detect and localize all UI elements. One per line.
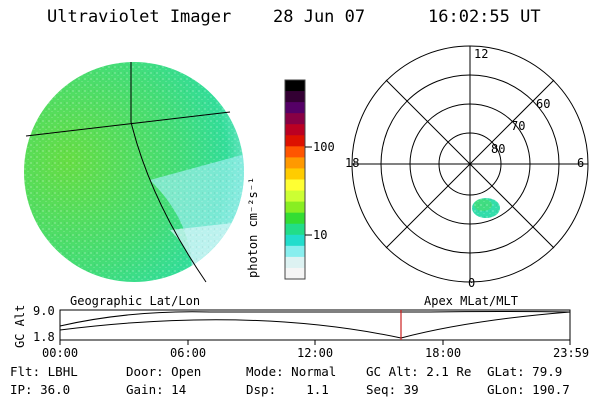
colorbar-stripe — [285, 212, 305, 225]
left-projection-label: Geographic Lat/Lon — [70, 294, 201, 308]
colorbar-stripe — [285, 267, 305, 280]
colorbar-stripe — [285, 80, 305, 92]
colorbar-tick-100: 100 — [313, 140, 335, 154]
colorbar-stripe — [285, 124, 305, 136]
colorbar-stripe — [285, 223, 305, 236]
xtick-1200: 12:00 — [297, 346, 334, 360]
status-seq: Seq: 39 — [366, 382, 419, 397]
xtick-0600: 06:00 — [170, 346, 207, 360]
status-glat: GLat: 79.9 — [487, 364, 563, 379]
right-projection-label: Apex MLat/MLT — [424, 294, 518, 308]
colorbar-stripe — [285, 102, 305, 114]
xtick-2359: 23:59 — [553, 346, 590, 360]
mlt-label-0: 0 — [468, 276, 476, 290]
status-gain: Gain: 14 — [126, 382, 187, 397]
xtick-1800: 18:00 — [425, 346, 462, 360]
polar-mlt-plot — [351, 45, 589, 283]
altitude-ylabel: GC Alt — [13, 304, 27, 348]
time-label: 16:02:55 UT — [428, 7, 541, 27]
colorbar-stripe — [285, 245, 305, 258]
colorbar-stripe — [285, 179, 305, 192]
altitude-ytick-1-8: 1.8 — [33, 330, 55, 344]
aurora-spot — [472, 198, 500, 218]
colorbar-stripe — [285, 135, 305, 147]
colorbar-tick-10: 10 — [313, 228, 328, 242]
colorbar-stripe — [285, 201, 305, 214]
colorbar-stripe — [285, 190, 305, 203]
status-filter: Flt: LBHL — [10, 364, 78, 379]
date-label: 28 Jun 07 — [273, 7, 366, 27]
colorbar — [285, 80, 305, 280]
status-mode: Mode: Normal — [246, 364, 337, 379]
lat-label-70: 70 — [511, 119, 526, 133]
status-glon: GLon: 190.7 — [487, 382, 570, 397]
status-gc-alt: GC Alt: 2.1 Re — [366, 364, 472, 379]
lat-label-80: 80 — [491, 142, 506, 156]
altitude-ytick-9: 9.0 — [33, 304, 55, 318]
colorbar-stripe — [285, 157, 305, 170]
status-ip: IP: 36.0 — [10, 382, 71, 397]
colorbar-stripe — [285, 168, 305, 181]
altitude-plot — [59, 309, 571, 345]
mlt-label-6: 6 — [577, 156, 585, 170]
mlt-label-12: 12 — [474, 47, 489, 61]
status-door: Door: Open — [126, 364, 202, 379]
colorbar-stripe — [285, 234, 305, 247]
status-dsp: Dsp: 1.1 — [246, 382, 329, 397]
colorbar-stripe — [285, 256, 305, 269]
colorbar-stripe — [285, 91, 305, 103]
colorbar-stripe — [285, 146, 305, 158]
instrument-title: Ultraviolet Imager — [47, 7, 232, 27]
colorbar-label: photon cm⁻²s⁻¹ — [246, 176, 260, 278]
xtick-0000: 00:00 — [42, 346, 79, 360]
colorbar-stripe — [285, 113, 305, 125]
mlt-label-18: 18 — [345, 156, 360, 170]
lat-label-60: 60 — [536, 97, 551, 111]
earth-disk-image — [24, 62, 244, 283]
